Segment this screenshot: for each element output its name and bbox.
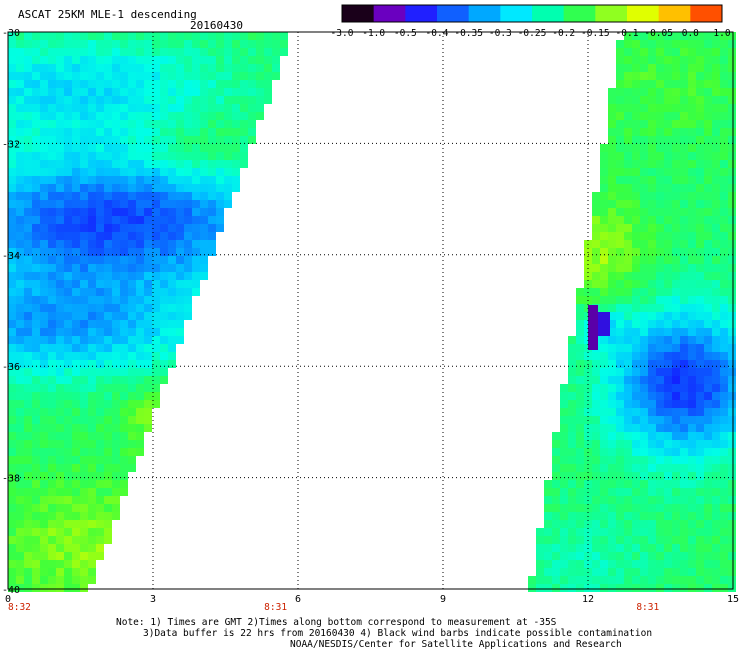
chart-date: 20160430: [190, 19, 243, 32]
colorbar-segment: [500, 5, 533, 22]
time-label: 8:32: [8, 602, 31, 613]
x-tick-label: 6: [295, 594, 301, 605]
time-label: 8:31: [264, 602, 287, 613]
colorbar-segment: [405, 5, 438, 22]
colorbar-segment: [437, 5, 470, 22]
colorbar-label: -0.35: [454, 28, 483, 39]
colorbar-segment: [468, 5, 501, 22]
note-line-1: Note: 1) Times are GMT 2)Times along bot…: [116, 617, 557, 628]
y-tick-label: -38: [2, 474, 20, 485]
y-tick-label: -40: [2, 585, 20, 596]
time-label: 8:31: [636, 602, 659, 613]
colorbar-segment: [342, 5, 375, 22]
colorbar-label: -1.0: [362, 28, 385, 39]
colorbar-label: -0.3: [489, 28, 512, 39]
colorbar-label: -0.2: [552, 28, 575, 39]
note-line-2: 3)Data buffer is 22 hrs from 20160430 4)…: [143, 628, 652, 639]
plot-frame: [7, 31, 734, 590]
grid-lines: [8, 32, 733, 589]
colorbar-label: -0.5: [394, 28, 417, 39]
x-tick-labels: 0 3 6 9 12 15: [5, 594, 739, 605]
colorbar-label: -3.0: [331, 28, 354, 39]
x-tick-label: 0: [5, 594, 11, 605]
y-tick-label: -30: [2, 28, 20, 39]
y-tick-label: -34: [2, 251, 20, 262]
colorbar-segment: [373, 5, 406, 22]
colorbar-segment: [658, 5, 691, 22]
colorbar-label: 1.0: [713, 28, 730, 39]
x-tick-label: 12: [582, 594, 594, 605]
x-tick-label: 15: [727, 594, 739, 605]
colorbar-label: -0.25: [518, 28, 547, 39]
colorbar-segment: [627, 5, 660, 22]
time-labels: 8:32 8:31 8:31: [8, 602, 659, 613]
colorbar-label: -0.4: [426, 28, 449, 39]
heatmap-cells: [8, 32, 736, 592]
x-tick-label: 9: [440, 594, 446, 605]
colorbar-segment: [532, 5, 565, 22]
chart-title: ASCAT 25KM MLE-1 descending: [18, 8, 197, 21]
note-line-3: NOAA/NESDIS/Center for Satellite Applica…: [290, 639, 622, 650]
colorbar-label: 0.0: [682, 28, 699, 39]
y-tick-label: -36: [2, 362, 20, 373]
colorbar-segment: [595, 5, 628, 22]
colorbar-label: -0.05: [644, 28, 673, 39]
colorbar: -3.0 -1.0 -0.5 -0.4 -0.35 -0.3 -0.25 -0.2 -0.15-…: [331, 4, 731, 39]
colorbar-segment: [690, 5, 723, 22]
colorbar-label: -0.1: [616, 28, 639, 39]
colorbar-label: -0.15: [581, 28, 610, 39]
colorbar-segment: [563, 5, 596, 22]
y-tick-labels: -30 -32 -34 -36 -38 -40: [2, 28, 20, 596]
x-tick-label: 3: [150, 594, 156, 605]
y-tick-label: -32: [2, 139, 20, 150]
